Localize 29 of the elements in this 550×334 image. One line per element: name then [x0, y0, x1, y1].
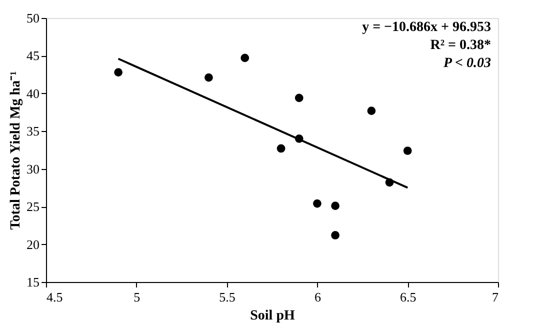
- annotation: R² = 0.38*: [430, 38, 491, 53]
- y-tick-label: 15: [26, 274, 40, 290]
- point: [204, 73, 213, 82]
- y-tick-label: 35: [26, 124, 40, 139]
- point: [403, 146, 412, 155]
- x-axis-title: Soil pH: [250, 308, 295, 324]
- point: [276, 144, 286, 153]
- x-tick-label: 6.5: [400, 290, 416, 304]
- point: [331, 231, 340, 240]
- x-tick-label: 4.5: [46, 290, 63, 304]
- x-tick-label: 6: [314, 290, 322, 304]
- x-tick-label: 7: [492, 290, 499, 304]
- x-tick-label: 5: [134, 290, 140, 304]
- y-axis-title: Total Potato Yield Mg ha⁻¹: [8, 71, 24, 230]
- y-tick-label: 45: [26, 48, 40, 64]
- y-tick-label: 30: [26, 161, 40, 176]
- point: [114, 68, 123, 76]
- point: [331, 202, 340, 210]
- annotation: P < 0.03: [443, 56, 491, 71]
- y-tick-label: 25: [26, 199, 40, 214]
- annotation: y = −10.686x + 96.953: [362, 20, 491, 35]
- point: [294, 94, 304, 102]
- point: [367, 106, 376, 115]
- point: [240, 54, 250, 62]
- point: [313, 199, 322, 208]
- y-tick-label: 40: [26, 86, 40, 101]
- y-tick-label: 50: [26, 10, 40, 26]
- y-tick-label: 20: [26, 236, 40, 252]
- x-tick-label: 5.5: [219, 290, 236, 304]
